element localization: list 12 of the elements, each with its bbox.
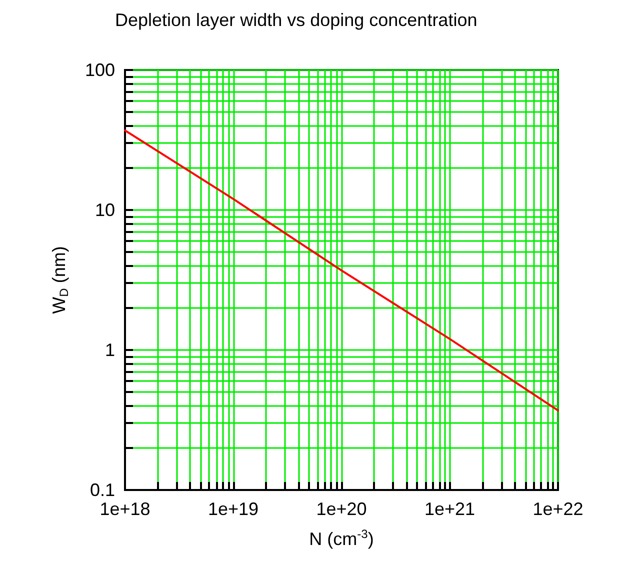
x-tick-label: 1e+21: [424, 499, 476, 519]
chart-title: Depletion layer width vs doping concentration: [115, 10, 478, 30]
x-tick-label: 1e+20: [316, 499, 367, 519]
y-tick-label: 10: [94, 200, 115, 220]
y-tick-label: 1: [104, 340, 115, 360]
y-tick-label: 100: [84, 60, 115, 80]
line-series: [124, 129, 559, 412]
y-tick-label: 0.1: [90, 480, 115, 500]
y-axis-title: WD (nm): [49, 246, 71, 314]
x-tick-label: 1e+19: [208, 499, 259, 519]
x-tick-label: 1e+18: [100, 499, 150, 519]
x-tick-label: 1e+22: [532, 499, 584, 519]
